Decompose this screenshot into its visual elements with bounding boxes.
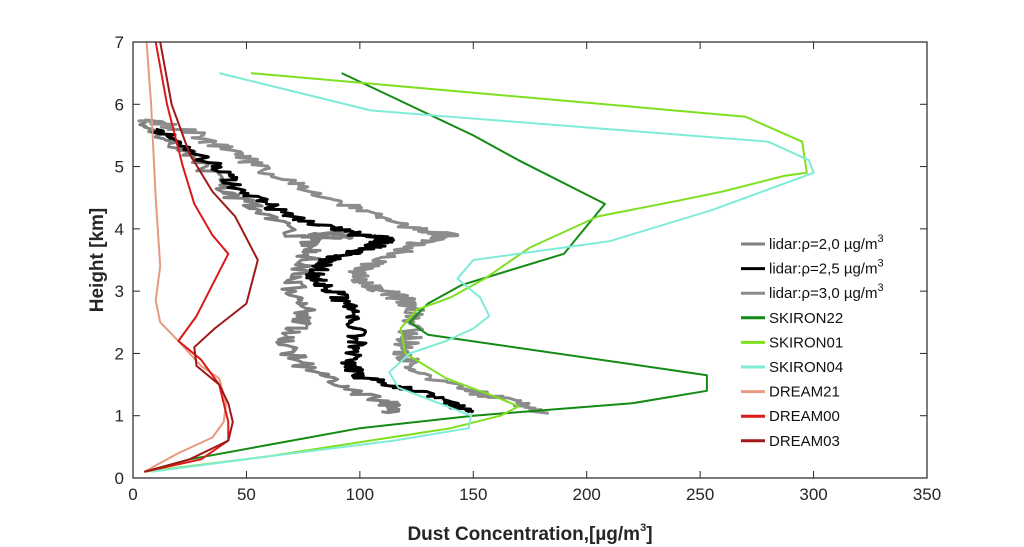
x-axis-label-sup: 3 [640, 522, 646, 534]
x-axis-label-main: Dust Concentration,[µg/m [407, 524, 640, 545]
x-axis-label-end: ] [646, 524, 652, 545]
series-line-7 [144, 41, 230, 473]
x-axis-label: Dust Concentration,[µg/m3] [407, 522, 652, 545]
legend-label: DREAM03 [769, 433, 840, 450]
y-axis: 0 1 2 3 4 5 6 7 [115, 33, 927, 488]
y-tick-label: 5 [115, 158, 124, 177]
plot-area [132, 41, 928, 479]
legend-label: SKIRON01 [769, 334, 843, 351]
y-tick-label: 2 [115, 344, 124, 363]
legend-label: DREAM00 [769, 408, 840, 425]
series-line-0 [138, 119, 402, 415]
legend: lidar:ρ=2,0 µg/m3 lidar:ρ=2,5 µg/m3 lidar:… [741, 233, 884, 450]
x-tick-label: 300 [799, 485, 827, 504]
legend-label: DREAM21 [769, 384, 840, 401]
y-tick-label: 3 [115, 282, 124, 301]
legend-label: SKIRON22 [769, 310, 843, 327]
x-tick-label: 0 [128, 485, 137, 504]
x-axis: 0 50 100 150 200 250 300 350 [128, 42, 941, 504]
y-tick-label: 6 [115, 95, 124, 114]
x-tick-label: 150 [459, 485, 487, 504]
x-tick-label: 350 [913, 485, 941, 504]
series-line-1 [150, 127, 475, 414]
series-line-2 [137, 118, 549, 415]
y-tick-label: 7 [115, 33, 124, 52]
y-tick-label: 1 [115, 407, 124, 426]
series-line-6 [143, 41, 227, 473]
y-axis-label: Height [km] [87, 208, 108, 313]
x-tick-label: 50 [237, 485, 256, 504]
legend-label: SKIRON04 [769, 359, 843, 376]
x-tick-label: 250 [686, 485, 714, 504]
series-line-4 [144, 72, 808, 473]
legend-label: lidar:ρ=2,5 µg/m3 [769, 258, 884, 278]
plot-frame [132, 41, 928, 479]
plot-background [133, 42, 927, 478]
legend-label: lidar:ρ=2,0 µg/m3 [769, 233, 884, 253]
y-tick-label: 0 [115, 469, 124, 488]
x-tick-label: 100 [346, 485, 374, 504]
series-layer [137, 41, 815, 473]
series-line-3 [144, 72, 708, 473]
x-tick-label: 200 [573, 485, 601, 504]
y-tick-label: 4 [115, 220, 124, 239]
series-line-5 [150, 72, 815, 473]
series-line-8 [144, 41, 259, 473]
legend-label: lidar:ρ=3,0 µg/m3 [769, 282, 884, 302]
